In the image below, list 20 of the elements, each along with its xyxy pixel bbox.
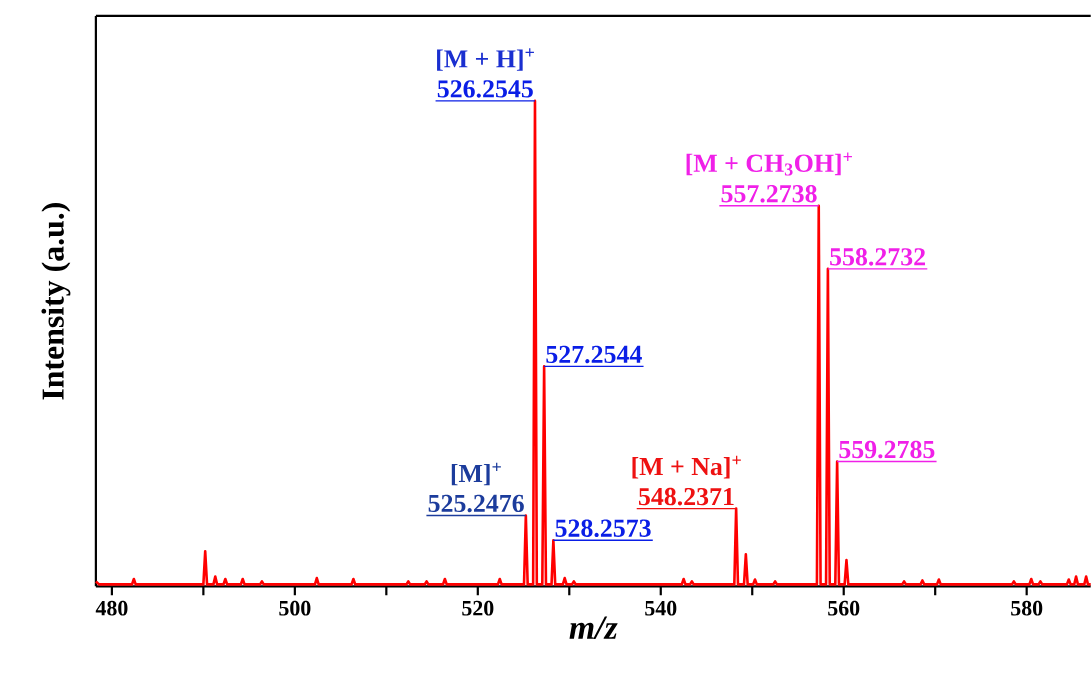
annotation: [M + CH$_{3}$OH]$^{+}$	[686, 152, 852, 176]
x-tick-label: 540	[645, 600, 677, 616]
annotation: 548.2371	[638, 487, 734, 506]
x-axis-title: m/z	[569, 616, 618, 639]
annotation: 527.2544	[546, 345, 642, 364]
annotation: 557.2738	[721, 184, 817, 203]
x-tick-label: 480	[95, 600, 128, 616]
y-axis-title: Intensity (a.u.)	[41, 202, 71, 400]
annotation: 559.2785	[839, 440, 935, 459]
annotation: [M]$^{+}$	[451, 462, 501, 486]
annotation: 528.2573	[555, 519, 651, 537]
text: [M + H]$^{+}$	[437, 48, 534, 71]
x-tick-label: 580	[1011, 600, 1043, 616]
annotation: [M + Na]$^{+}$	[632, 455, 741, 479]
annotation: 526.2545	[437, 80, 533, 98]
annotation: 558.2732	[830, 247, 926, 266]
x-tick-label: 560	[828, 600, 860, 616]
x-tick-label: 520	[462, 600, 494, 616]
x-tick-label: 500	[279, 600, 311, 616]
annotation: 525.2476	[428, 494, 524, 513]
